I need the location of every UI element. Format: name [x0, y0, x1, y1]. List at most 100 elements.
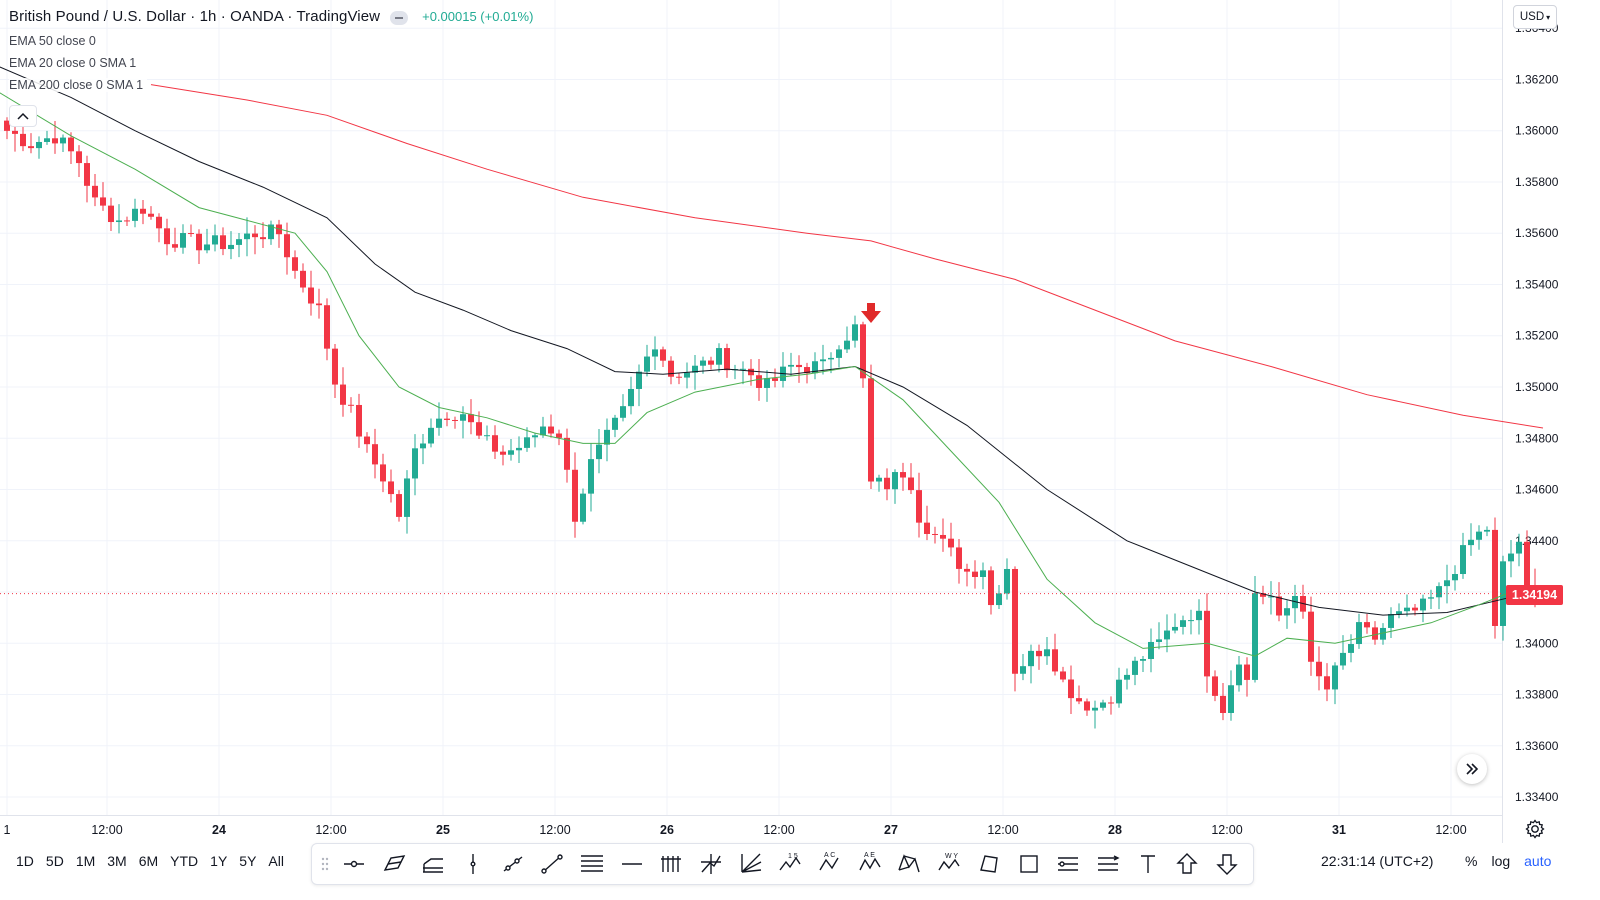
tool-pitchfork[interactable] — [413, 847, 453, 881]
candle-body[interactable] — [572, 469, 578, 522]
candle-body[interactable] — [1236, 664, 1242, 686]
candle-body[interactable] — [108, 205, 114, 223]
candle-body[interactable] — [1524, 541, 1530, 586]
candle-body[interactable] — [1220, 695, 1226, 713]
candle-body[interactable] — [796, 364, 802, 368]
range-1m[interactable]: 1M — [75, 853, 96, 869]
percent-scale-toggle[interactable]: % — [1465, 853, 1478, 869]
tool-date-range[interactable] — [1088, 847, 1128, 881]
candle-body[interactable] — [1420, 598, 1426, 611]
candle-body[interactable] — [524, 437, 530, 448]
candle-body[interactable] — [1028, 650, 1034, 667]
candle-body[interactable] — [428, 427, 434, 444]
clock[interactable]: 22:31:14 (UTC+2) — [1321, 853, 1434, 869]
tool-arrow-up[interactable] — [1167, 847, 1207, 881]
candle-body[interactable] — [348, 404, 354, 406]
candle-body[interactable] — [940, 534, 946, 539]
candle-body[interactable] — [980, 570, 986, 577]
candle-body[interactable] — [1164, 630, 1170, 640]
candle-body[interactable] — [996, 593, 1002, 606]
candle-body[interactable] — [1004, 568, 1010, 594]
candle-body[interactable] — [1396, 611, 1402, 615]
candle-body[interactable] — [556, 433, 562, 438]
candle-body[interactable] — [1172, 626, 1178, 631]
candle-body[interactable] — [1380, 627, 1386, 640]
candle-body[interactable] — [404, 478, 410, 517]
candle-body[interactable] — [1044, 649, 1050, 657]
range-5y[interactable]: 5Y — [239, 853, 257, 869]
candle-body[interactable] — [1412, 607, 1418, 611]
candle-body[interactable] — [140, 208, 146, 214]
candle-body[interactable] — [252, 233, 258, 238]
candle-body[interactable] — [1108, 702, 1114, 704]
candle-body[interactable] — [1188, 620, 1194, 622]
candle-body[interactable] — [1068, 679, 1074, 699]
tool-text[interactable] — [1128, 847, 1168, 881]
candle-body[interactable] — [1372, 627, 1378, 640]
tool-ray[interactable] — [493, 847, 533, 881]
candle-body[interactable] — [220, 235, 226, 250]
candle-body[interactable] — [964, 568, 970, 572]
candle-body[interactable] — [60, 137, 66, 144]
candle-body[interactable] — [844, 340, 850, 350]
indicator-ema200[interactable]: EMA 200 close 0 SMA 1 — [9, 78, 148, 92]
candle-body[interactable] — [380, 464, 386, 482]
candle-body[interactable] — [396, 494, 402, 517]
candle-body[interactable] — [1036, 650, 1042, 657]
candle-body[interactable] — [308, 287, 314, 304]
tool-abcd[interactable]: A C — [810, 847, 850, 881]
collapse-legend-button[interactable] — [9, 105, 37, 127]
candle-body[interactable] — [676, 376, 682, 378]
candle-body[interactable] — [164, 228, 170, 245]
candle-body[interactable] — [884, 477, 890, 490]
candle-body[interactable] — [788, 364, 794, 367]
candle-body[interactable] — [1132, 660, 1138, 675]
candle-body[interactable] — [684, 372, 690, 378]
candle-body[interactable] — [92, 185, 98, 198]
candle-body[interactable] — [620, 406, 626, 418]
candle-body[interactable] — [812, 361, 818, 374]
candle-body[interactable] — [764, 378, 770, 388]
candle-body[interactable] — [548, 426, 554, 434]
candle-body[interactable] — [604, 429, 610, 445]
candle-body[interactable] — [44, 138, 50, 142]
sell-arrow-icon[interactable] — [861, 303, 881, 323]
tool-extended-line[interactable] — [532, 847, 572, 881]
candle-body[interactable] — [1116, 679, 1122, 704]
candle-body[interactable] — [1212, 676, 1218, 696]
candle-body[interactable] — [1404, 607, 1410, 612]
candle-body[interactable] — [436, 418, 442, 428]
candle-body[interactable] — [716, 348, 722, 365]
range-1d[interactable]: 1D — [16, 853, 34, 869]
tool-elliott-15[interactable]: 1 5 — [771, 847, 811, 881]
candle-body[interactable] — [700, 360, 706, 366]
candle-body[interactable] — [484, 435, 490, 437]
candle-body[interactable] — [804, 367, 810, 374]
candle-body[interactable] — [244, 233, 250, 240]
candle-body[interactable] — [332, 348, 338, 385]
candle-body[interactable] — [388, 481, 394, 495]
candle-body[interactable] — [476, 422, 482, 436]
candle-body[interactable] — [1260, 593, 1266, 597]
candle-body[interactable] — [292, 257, 298, 271]
candle-body[interactable] — [1284, 608, 1290, 616]
candle-body[interactable] — [196, 233, 202, 251]
candle-body[interactable] — [1228, 685, 1234, 713]
candle-body[interactable] — [420, 443, 426, 449]
range-5d[interactable]: 5D — [45, 853, 64, 869]
indicator-ema20[interactable]: EMA 20 close 0 SMA 1 — [9, 56, 141, 70]
tool-polygon[interactable] — [969, 847, 1009, 881]
candle-body[interactable] — [1308, 611, 1314, 662]
candle-body[interactable] — [228, 244, 234, 250]
candle-body[interactable] — [500, 451, 506, 455]
candle-body[interactable] — [132, 208, 138, 221]
range-all[interactable]: All — [268, 853, 284, 869]
tool-xabcd[interactable] — [890, 847, 930, 881]
tool-arrow-down[interactable] — [1207, 847, 1247, 881]
candle-body[interactable] — [180, 233, 186, 248]
candle-body[interactable] — [876, 477, 882, 482]
candle-body[interactable] — [756, 375, 762, 388]
tool-horizontal-line[interactable] — [612, 847, 652, 881]
candle-body[interactable] — [324, 305, 330, 349]
